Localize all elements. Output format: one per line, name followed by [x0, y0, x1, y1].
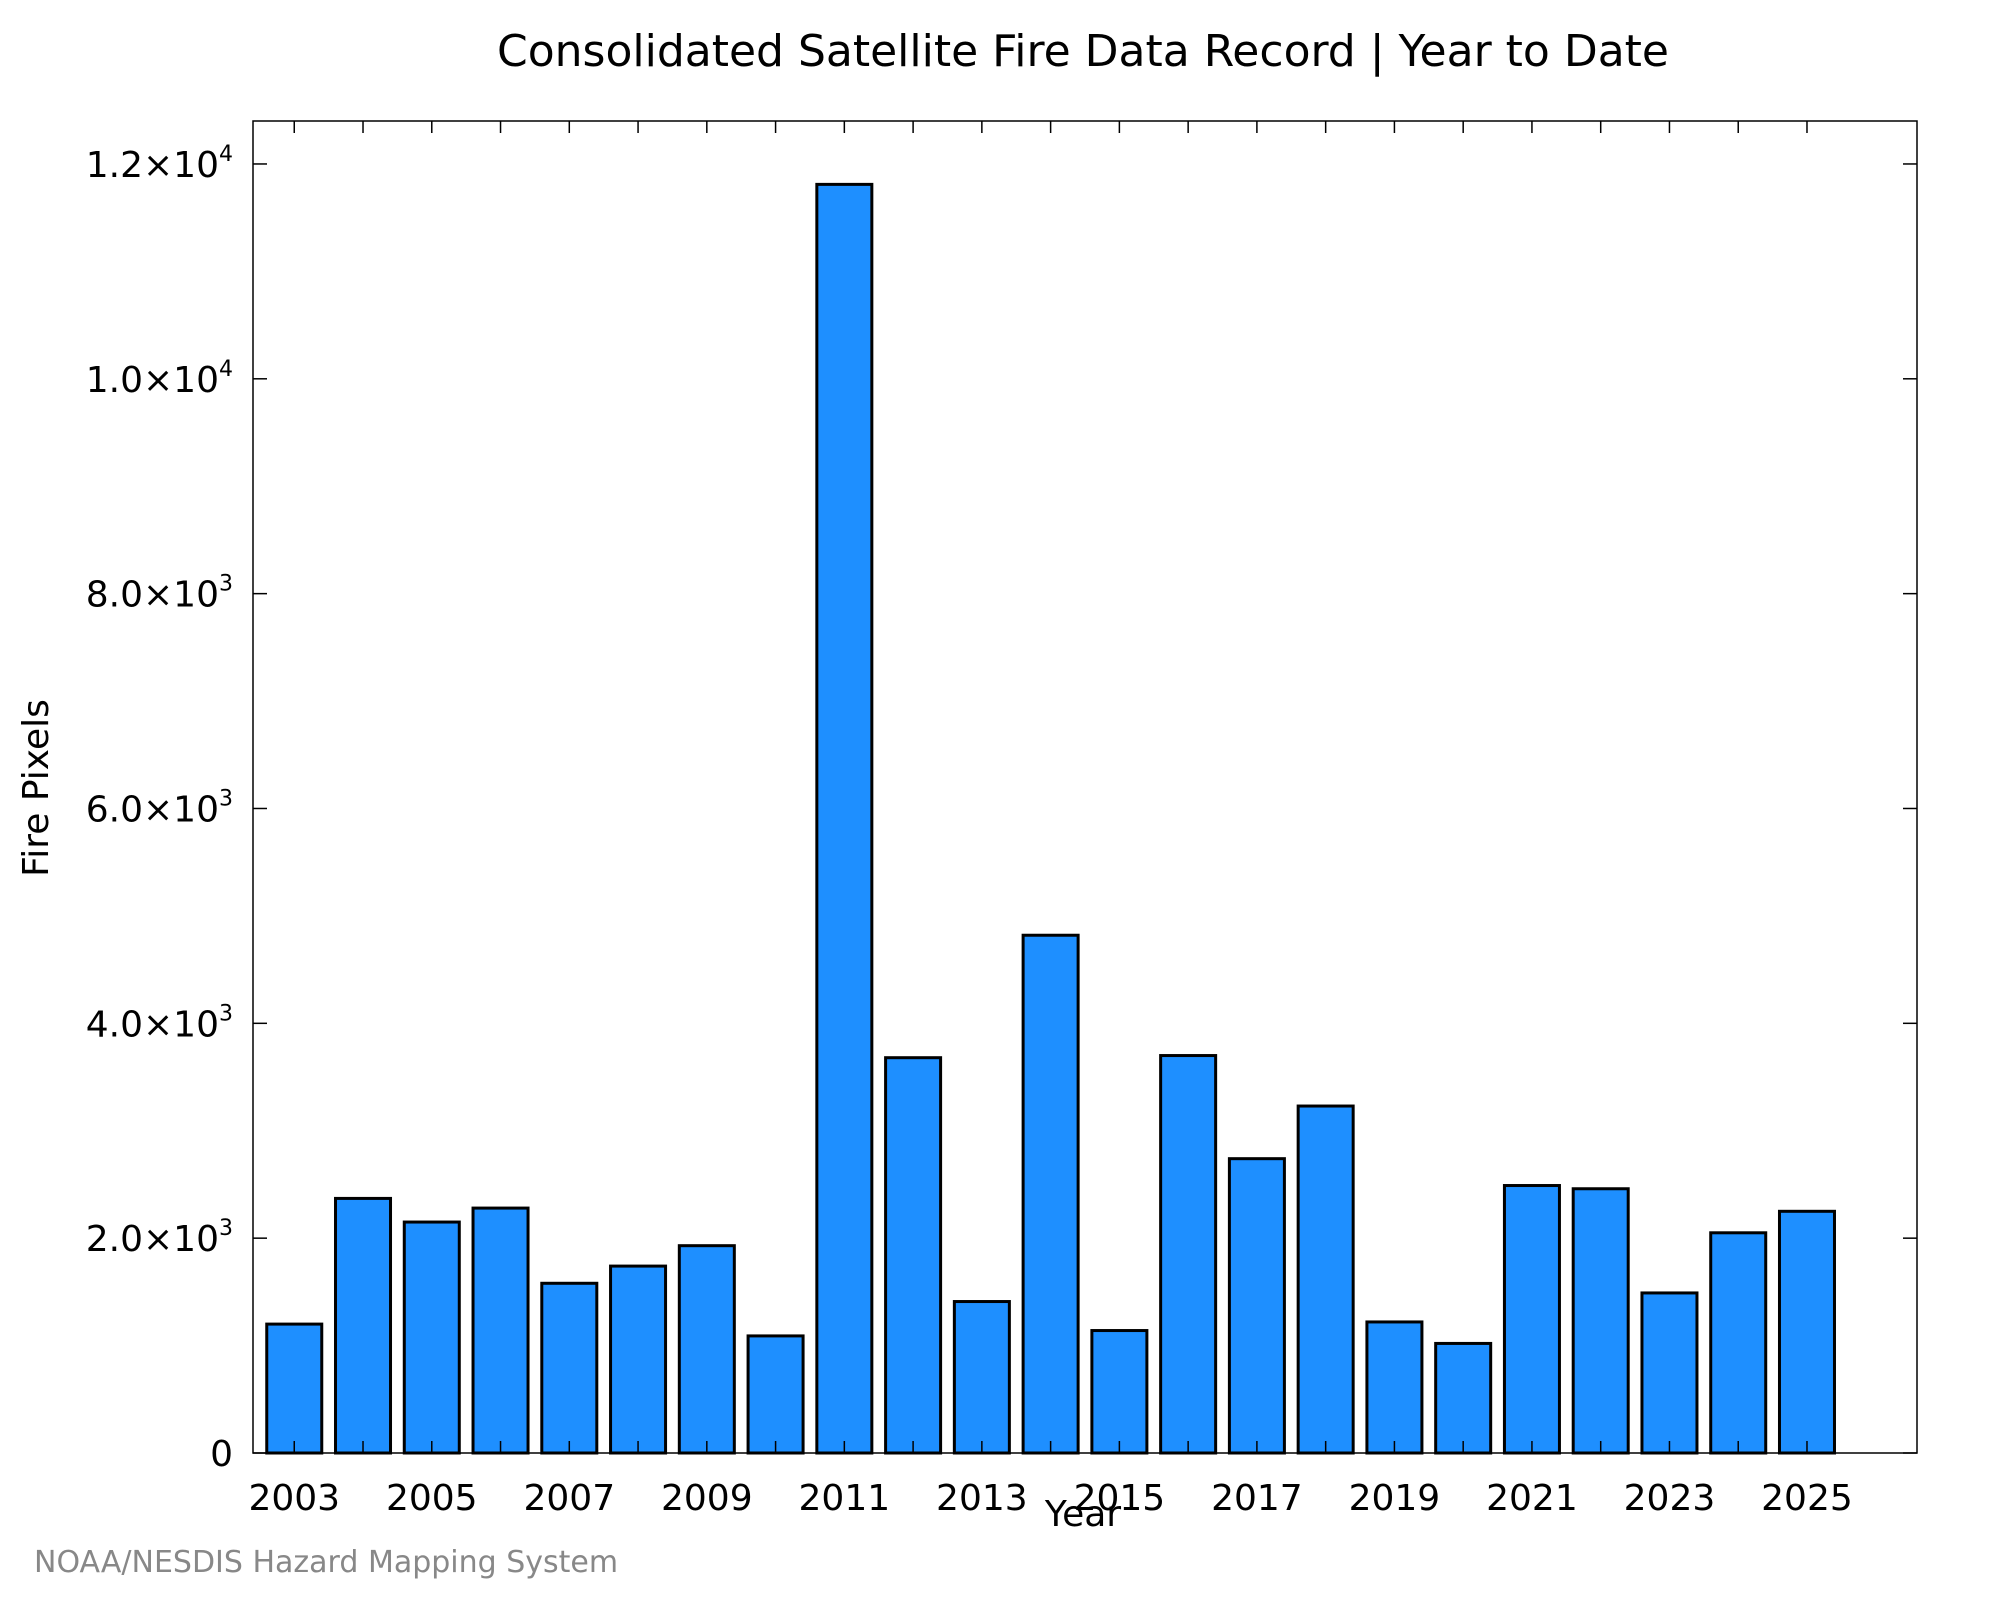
y-tick-label: 2.0×103: [86, 1216, 233, 1260]
bar-2021: [1502, 1184, 1561, 1455]
chart-title: Consolidated Satellite Fire Data Record …: [497, 26, 1669, 77]
y-tick-label: 1.0×104: [86, 357, 233, 401]
bar-2013: [952, 1300, 1011, 1455]
bar-2016: [1159, 1054, 1218, 1455]
bar-2003: [265, 1322, 324, 1455]
bar-2025: [1777, 1209, 1836, 1455]
bar-2019: [1365, 1320, 1424, 1455]
y-tick-label: 6.0×103: [86, 786, 233, 830]
x-tick-label: 2025: [1761, 1478, 1853, 1519]
y-tick-label: 8.0×103: [86, 572, 233, 616]
plot-area: 2003 2005 2007 2009 2011 2013 2015 2017 2019 2021…: [86, 120, 1918, 1519]
y-axis-label: Fire Pixels: [16, 699, 57, 877]
y-tick-label: 1.2×104: [86, 142, 233, 186]
bar-2009: [677, 1244, 736, 1455]
x-tick-label: 2005: [386, 1478, 478, 1519]
x-tick-label: 2003: [248, 1478, 340, 1519]
x-tick-label: 2011: [799, 1478, 891, 1519]
bar-2014: [1021, 933, 1080, 1455]
x-axis-label: Year: [1044, 1494, 1121, 1535]
bar-2005: [402, 1220, 461, 1455]
x-tick-label: 2023: [1624, 1478, 1716, 1519]
plot-frame: [252, 120, 1918, 1454]
credit-text: NOAA/NESDIS Hazard Mapping System: [34, 1545, 618, 1580]
y-tick-label: 0: [210, 1434, 233, 1475]
bar-2018: [1296, 1104, 1355, 1455]
bar-2017: [1227, 1157, 1286, 1455]
bar-2008: [609, 1264, 668, 1455]
bar-2006: [471, 1206, 530, 1455]
bar-2011: [815, 182, 874, 1455]
bar-2007: [540, 1281, 599, 1455]
bar-2022: [1571, 1187, 1630, 1455]
x-tick-label: 2019: [1349, 1478, 1441, 1519]
x-tick-label: 2007: [523, 1478, 615, 1519]
bar-2020: [1434, 1341, 1493, 1455]
y-tick-label: 4.0×103: [86, 1001, 233, 1045]
x-tick-label: 2021: [1486, 1478, 1578, 1519]
bar-2015: [1090, 1329, 1149, 1455]
bar-2024: [1709, 1231, 1768, 1455]
x-tick-label: 2013: [936, 1478, 1028, 1519]
bar-2012: [884, 1056, 943, 1455]
bar-2023: [1640, 1291, 1699, 1455]
x-tick-label: 2009: [661, 1478, 753, 1519]
x-tick-label: 2017: [1211, 1478, 1303, 1519]
bar-2010: [746, 1334, 805, 1455]
bar-2004: [334, 1196, 393, 1455]
x-tick-label: 2015: [1074, 1478, 1166, 1519]
